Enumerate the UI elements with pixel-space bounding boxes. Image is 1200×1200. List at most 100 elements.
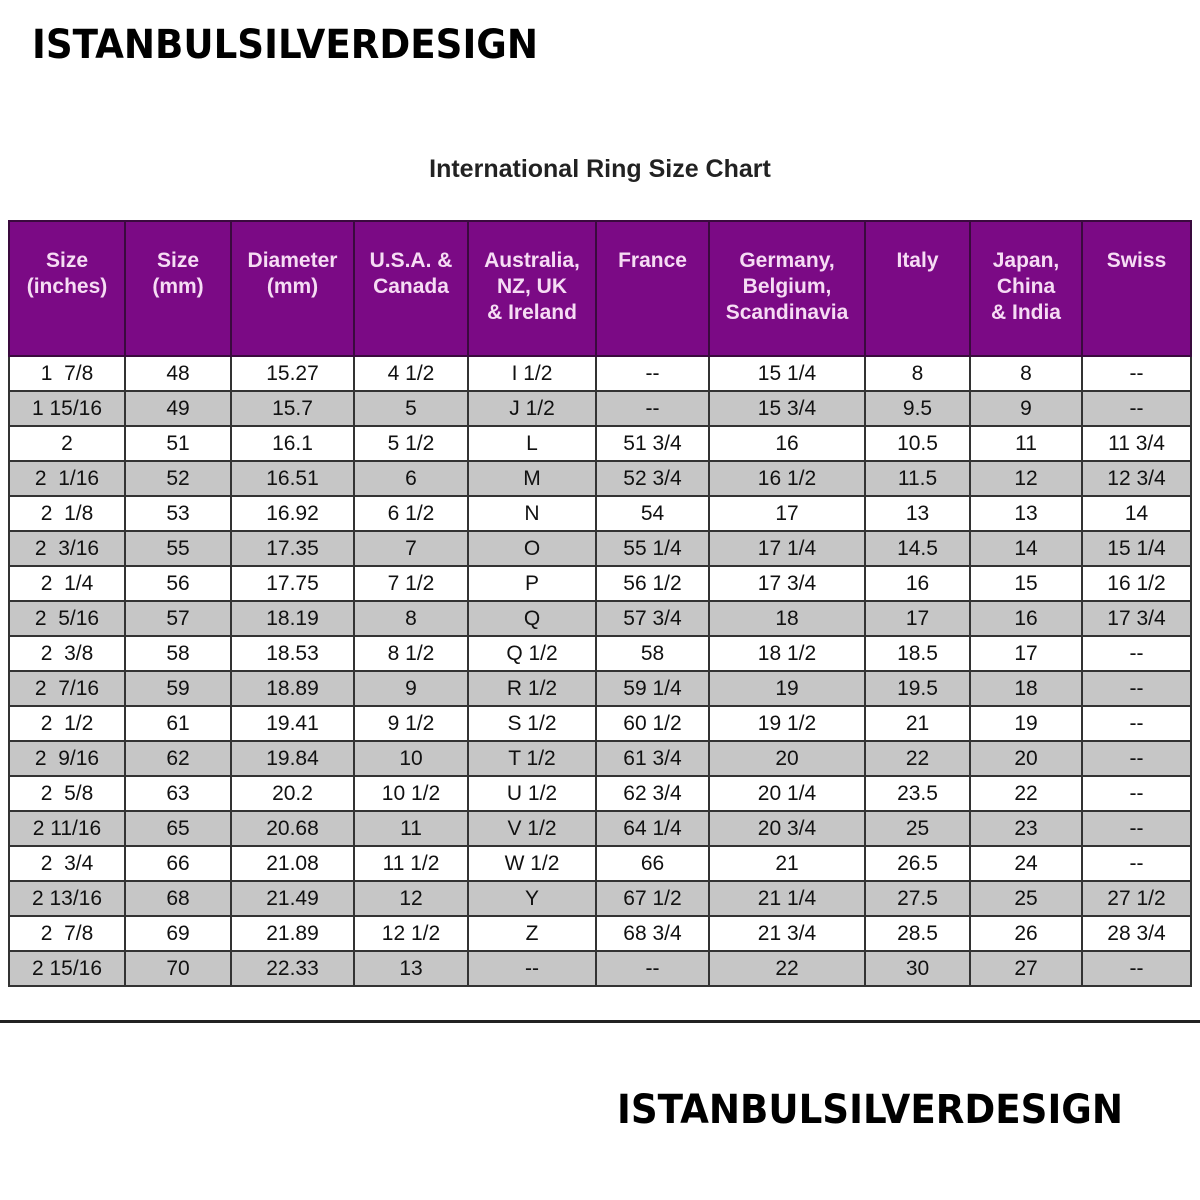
table-cell: 2 9/16: [8, 740, 126, 777]
table-cell: 59 1/4: [595, 670, 710, 707]
ring-size-table: Size (inches) Size (mm) Diameter (mm) U.S.A…: [8, 220, 1192, 987]
table-cell: 59: [124, 670, 232, 707]
table-cell: 15: [969, 565, 1083, 602]
table-cell: 22: [969, 775, 1083, 812]
table-cell: 54: [595, 495, 710, 532]
table-cell: 63: [124, 775, 232, 812]
table-cell: 16 1/2: [708, 460, 866, 497]
table-cell: 48: [124, 355, 232, 392]
table-cell: 58: [124, 635, 232, 672]
table-cell: 51 3/4: [595, 425, 710, 462]
table-cell: 16: [864, 565, 971, 602]
brand-logo-top: ISTANBULSILVERDESIGN: [32, 22, 538, 68]
table-cell: 12 1/2: [353, 915, 469, 952]
table-cell: 20: [969, 740, 1083, 777]
table-cell: I 1/2: [467, 355, 597, 392]
table-cell: 8: [969, 355, 1083, 392]
table-cell: 16: [969, 600, 1083, 637]
table-cell: 16: [708, 425, 866, 462]
column-header: France: [595, 220, 710, 357]
table-cell: 55: [124, 530, 232, 567]
table-cell: 11 3/4: [1081, 425, 1192, 462]
table-cell: 6: [353, 460, 469, 497]
table-cell: --: [595, 355, 710, 392]
table-cell: 5: [353, 390, 469, 427]
table-cell: 21.08: [230, 845, 355, 882]
table-cell: 15 1/4: [708, 355, 866, 392]
table-cell: 2 7/16: [8, 670, 126, 707]
table-cell: 28.5: [864, 915, 971, 952]
table-cell: 2 11/16: [8, 810, 126, 847]
table-cell: 8: [864, 355, 971, 392]
brand-logo-bottom: ISTANBULSILVERDESIGN: [617, 1087, 1123, 1133]
chart-title: International Ring Size Chart: [429, 155, 771, 183]
table-cell: Q: [467, 600, 597, 637]
table-cell: 27.5: [864, 880, 971, 917]
table-cell: 11: [353, 810, 469, 847]
table-cell: 10 1/2: [353, 775, 469, 812]
table-cell: 20 1/4: [708, 775, 866, 812]
table-cell: 2 13/16: [8, 880, 126, 917]
table-cell: 21.89: [230, 915, 355, 952]
table-cell: 21.49: [230, 880, 355, 917]
table-cell: L: [467, 425, 597, 462]
table-cell: 8: [353, 600, 469, 637]
table-cell: 17.75: [230, 565, 355, 602]
table-row: 2 5/16 57 18.19 8 Q 57 3/4 18 17 16 17 3/4: [8, 600, 1192, 637]
table-cell: 18.19: [230, 600, 355, 637]
table-cell: 2 7/8: [8, 915, 126, 952]
table-cell: --: [1081, 845, 1192, 882]
column-header: Germany, Belgium, Scandinavia: [708, 220, 866, 357]
table-cell: 27: [969, 950, 1083, 987]
table-cell: 20: [708, 740, 866, 777]
table-cell: 2 3/16: [8, 530, 126, 567]
table-cell: 52: [124, 460, 232, 497]
table-cell: 67 1/2: [595, 880, 710, 917]
table-cell: 61: [124, 705, 232, 742]
table-cell: 15 3/4: [708, 390, 866, 427]
table-cell: 4 1/2: [353, 355, 469, 392]
table-cell: P: [467, 565, 597, 602]
table-cell: 16 1/2: [1081, 565, 1192, 602]
column-header: Size (inches): [8, 220, 126, 357]
table-cell: 62 3/4: [595, 775, 710, 812]
table-cell: 23: [969, 810, 1083, 847]
table-cell: 19.5: [864, 670, 971, 707]
table-row: 2 5/8 63 20.2 10 1/2 U 1/2 62 3/4 20 1/4 23.5 22…: [8, 775, 1192, 812]
table-cell: 17 3/4: [708, 565, 866, 602]
table-cell: 7: [353, 530, 469, 567]
table-cell: 14: [1081, 495, 1192, 532]
table-cell: 7 1/2: [353, 565, 469, 602]
table-cell: 9.5: [864, 390, 971, 427]
table-cell: 18.5: [864, 635, 971, 672]
table-row: 1 15/16 49 15.7 5 J 1/2 -- 15 3/4 9.5 9 --: [8, 390, 1192, 427]
table-cell: 58: [595, 635, 710, 672]
table-cell: 17: [969, 635, 1083, 672]
table-cell: 16.1: [230, 425, 355, 462]
table-cell: R 1/2: [467, 670, 597, 707]
table-cell: --: [1081, 740, 1192, 777]
table-cell: 2: [8, 425, 126, 462]
column-header: Size (mm): [124, 220, 232, 357]
table-cell: U 1/2: [467, 775, 597, 812]
table-cell: 19: [969, 705, 1083, 742]
table-cell: 18.89: [230, 670, 355, 707]
table-cell: 2 15/16: [8, 950, 126, 987]
table-cell: T 1/2: [467, 740, 597, 777]
table-cell: 1 15/16: [8, 390, 126, 427]
table-cell: 11: [969, 425, 1083, 462]
table-cell: 70: [124, 950, 232, 987]
table-cell: 17.35: [230, 530, 355, 567]
table-row: 2 9/16 62 19.84 10 T 1/2 61 3/4 20 22 20 --: [8, 740, 1192, 777]
table-cell: 64 1/4: [595, 810, 710, 847]
table-cell: Q 1/2: [467, 635, 597, 672]
table-cell: 14: [969, 530, 1083, 567]
table-cell: --: [467, 950, 597, 987]
table-cell: --: [595, 950, 710, 987]
table-cell: 66: [595, 845, 710, 882]
table-cell: 15 1/4: [1081, 530, 1192, 567]
table-cell: 26: [969, 915, 1083, 952]
table-cell: 53: [124, 495, 232, 532]
table-cell: 16.51: [230, 460, 355, 497]
table-cell: 68: [124, 880, 232, 917]
